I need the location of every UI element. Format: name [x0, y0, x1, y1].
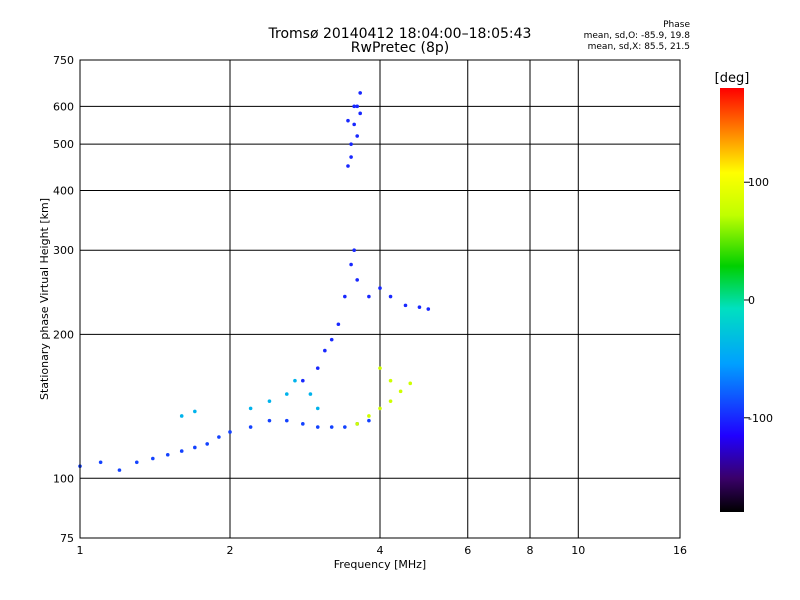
data-point-o-layer-rise: [336, 322, 341, 327]
colorbar-tick-label: -100: [748, 412, 773, 425]
data-point-low-trace: [98, 460, 103, 465]
data-point-high-echo: [346, 118, 350, 123]
data-point-low-trace: [367, 418, 371, 423]
phase-stats-o: mean, sd,O: -85.9, 19.8: [583, 31, 690, 41]
data-point-o-layer-rise: [403, 303, 408, 308]
data-point-high-echo: [355, 104, 359, 109]
y-axis-label: Stationary phase Virtual Height [km]: [38, 198, 51, 400]
data-point-o-layer-rise: [388, 294, 393, 299]
data-point-cyan-shoulder: [308, 392, 313, 396]
data-point-cyan-shoulder: [293, 378, 297, 383]
x-axis-label: Frequency [MHz]: [334, 558, 426, 571]
data-point-low-trace: [301, 422, 305, 426]
data-point-o-layer-rise: [349, 262, 353, 267]
y-tick-label: 100: [53, 472, 74, 485]
data-point-o-layer-rise: [426, 307, 431, 311]
data-point-high-echo: [352, 104, 356, 109]
colorbar-tick-label: 100: [748, 176, 769, 189]
data-point-high-echo: [358, 91, 362, 95]
data-point-o-layer-rise: [367, 294, 371, 299]
data-point-cyan-shoulder: [179, 414, 184, 418]
data-point-o-layer-rise: [323, 348, 327, 353]
data-point-cyan-shoulder: [284, 392, 289, 396]
data-point-low-trace: [329, 425, 334, 429]
plot-frame: [79, 59, 681, 539]
data-point-low-trace: [343, 425, 347, 429]
data-point-x-trace: [367, 414, 371, 418]
data-point-x-trace: [388, 378, 393, 383]
y-tick-label: 500: [53, 138, 74, 151]
data-point-x-trace: [388, 399, 393, 403]
data-point-o-layer-rise: [355, 278, 359, 282]
phase-stats-x: mean, sd,X: 85.5, 21.5: [587, 42, 690, 52]
data-point-low-trace: [228, 430, 232, 434]
data-point-cyan-shoulder: [193, 409, 197, 414]
data-point-cyan-shoulder: [315, 406, 320, 411]
data-point-cyan-shoulder: [248, 406, 253, 411]
data-point-o-layer-rise: [315, 366, 320, 370]
data-point-low-trace: [134, 460, 139, 465]
data-point-high-echo: [358, 111, 362, 116]
data-point-low-trace: [217, 435, 221, 439]
x-tick-label: 1: [77, 544, 84, 557]
data-point-low-trace: [117, 468, 122, 472]
data-point-o-layer-rise: [352, 248, 356, 253]
colorbar-tick-label: 0: [748, 294, 755, 307]
data-point-low-trace: [248, 425, 253, 429]
x-tick-label: 8: [527, 544, 534, 557]
y-tick-label: 750: [53, 54, 74, 67]
y-tick-label: 200: [53, 328, 74, 341]
data-point-low-trace: [179, 449, 184, 453]
data-point-low-trace: [151, 456, 155, 461]
data-point-low-trace: [267, 418, 272, 423]
data-point-low-trace: [315, 425, 320, 429]
data-point-high-echo: [355, 134, 359, 138]
data-point-x-trace: [378, 366, 382, 370]
data-point-low-trace: [165, 452, 170, 457]
data-point-x-trace: [398, 389, 403, 394]
data-point-o-layer-rise: [378, 286, 382, 290]
y-tick-label: 600: [53, 100, 74, 113]
chart-title: Tromsø 20140412 18:04:00–18:05:43: [268, 26, 532, 42]
phase-stats: Phase mean, sd,O: -85.9, 19.8 mean, sd,X…: [584, 20, 690, 53]
phase-stats-title: Phase: [663, 20, 690, 30]
data-point-low-trace: [284, 418, 289, 423]
data-point-x-trace: [378, 406, 382, 411]
data-point-o-layer-rise: [301, 378, 305, 383]
x-tick-label: 16: [673, 544, 687, 557]
y-tick-label: 400: [53, 184, 74, 197]
data-point-x-trace: [408, 381, 413, 386]
data-point-cyan-shoulder: [267, 399, 272, 403]
data-point-o-layer-rise: [329, 337, 334, 342]
x-tick-label: 4: [377, 544, 384, 557]
data-point-o-layer-rise: [343, 294, 347, 299]
colorbar-label: [deg]: [715, 71, 750, 86]
data-point-low-trace: [193, 445, 197, 450]
colorbar: [720, 88, 744, 512]
data-point-high-echo: [346, 164, 350, 168]
x-tick-label: 6: [464, 544, 471, 557]
chart-subtitle: RwPretec (8p): [350, 40, 450, 56]
data-point-high-echo: [352, 122, 356, 127]
data-point-o-layer-rise: [417, 305, 422, 309]
data-point-low-trace: [205, 442, 209, 446]
y-tick-label: 75: [60, 532, 74, 545]
data-point-high-echo: [349, 155, 353, 159]
data-point-high-echo: [349, 142, 353, 146]
data-point-x-trace: [355, 422, 359, 426]
x-tick-label: 2: [227, 544, 234, 557]
x-tick-label: 10: [571, 544, 585, 557]
y-tick-label: 300: [53, 244, 74, 257]
